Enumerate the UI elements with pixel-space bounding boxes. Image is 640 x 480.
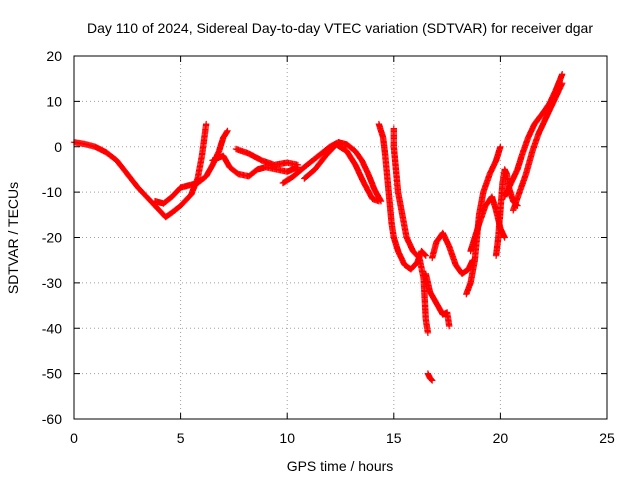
x-tick-label: 25	[599, 430, 615, 446]
x-tick-label: 5	[177, 430, 185, 446]
y-tick-label: -20	[42, 230, 62, 246]
grid-lines	[74, 56, 607, 419]
sdtvar-point-markers	[70, 71, 566, 384]
x-tick-label: 15	[386, 430, 402, 446]
y-tick-label: -60	[42, 411, 62, 427]
y-axis-label: SDTVAR / TECUs	[5, 182, 21, 294]
plot-frame	[73, 55, 608, 420]
x-tick-label: 0	[70, 430, 78, 446]
y-tick-label: 10	[46, 93, 62, 109]
y-tick-label: 20	[46, 48, 62, 64]
y-axis-tick-labels: 20 10 0 -10 -20 -30 -40 -50 -60	[42, 48, 62, 427]
data-series-sdtvar	[70, 71, 566, 384]
y-tick-label: -10	[42, 184, 62, 200]
y-tick-label: -30	[42, 275, 62, 291]
x-tick-label: 10	[279, 430, 295, 446]
x-axis-tick-labels: 0 5 10 15 20 25	[70, 430, 615, 446]
y-tick-label: 0	[54, 139, 62, 155]
chart-title: Day 110 of 2024, Sidereal Day-to-day VTE…	[87, 20, 593, 36]
y-tick-label: -40	[42, 320, 62, 336]
x-axis-label: GPS time / hours	[287, 458, 394, 474]
x-tick-label: 20	[493, 430, 509, 446]
y-tick-label: -50	[42, 366, 62, 382]
axis-ticks	[73, 55, 608, 420]
